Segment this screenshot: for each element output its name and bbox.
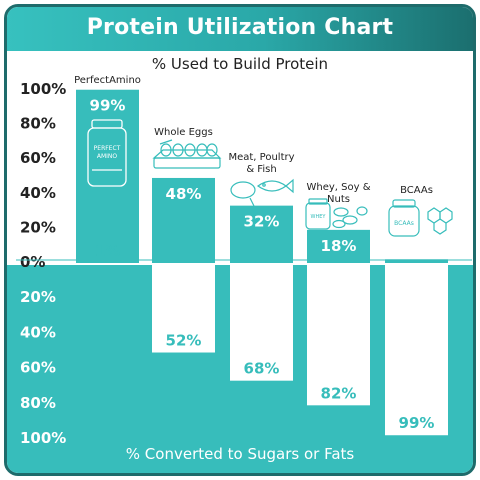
category-label: BCAAs bbox=[400, 185, 433, 196]
y-tick-down: 20% bbox=[20, 288, 56, 306]
chart-title: Protein Utilization Chart bbox=[86, 15, 394, 40]
category-label: Whole Eggs bbox=[154, 127, 213, 138]
y-tick-up: 0% bbox=[20, 253, 45, 271]
bar-used bbox=[307, 229, 370, 263]
bottle-icon-text: PERFECT bbox=[94, 145, 121, 152]
y-tick-up: 40% bbox=[20, 184, 56, 202]
bar-used-label: 18% bbox=[321, 237, 357, 255]
y-tick-down: 60% bbox=[20, 359, 56, 377]
y-tick-up: 80% bbox=[20, 115, 56, 133]
bottom-axis-caption: % Converted to Sugars or Fats bbox=[125, 445, 355, 463]
y-tick-down: 80% bbox=[20, 394, 56, 412]
whey-icon-label: WHEY bbox=[311, 214, 327, 220]
category-label: Meat, Poultry bbox=[228, 152, 294, 163]
bottle-icon-text: AMINO bbox=[97, 153, 118, 160]
category-label: Whey, Soy & bbox=[306, 182, 370, 193]
y-tick-up: 60% bbox=[20, 149, 56, 167]
category-label: Nuts bbox=[327, 194, 350, 205]
y-tick-down: 100% bbox=[20, 429, 66, 447]
bar-converted-label: 52% bbox=[166, 332, 202, 350]
category-label: PerfectAmino bbox=[74, 75, 141, 86]
nuts-icon: WHEY bbox=[305, 198, 368, 230]
bar-used-label: 99% bbox=[90, 97, 126, 115]
meat-fish-icon bbox=[230, 178, 294, 207]
bcaa-jar-icon: BCAAs bbox=[388, 199, 453, 237]
bar-used-label: 48% bbox=[166, 185, 202, 203]
bar-converted bbox=[152, 265, 215, 353]
bar-converted-label: 82% bbox=[321, 384, 357, 402]
bcaa-icon-label: BCAAs bbox=[394, 220, 414, 227]
bar-converted bbox=[307, 265, 370, 406]
bar-converted-label: 68% bbox=[244, 360, 280, 378]
y-tick-up: 100% bbox=[20, 80, 66, 98]
title-bar bbox=[7, 7, 473, 51]
top-axis-caption: % Used to Build Protein bbox=[151, 55, 329, 73]
egg-carton-icon bbox=[152, 139, 222, 169]
bar-used-label: 32% bbox=[244, 213, 280, 231]
bar-used bbox=[230, 205, 293, 263]
bar-used bbox=[385, 259, 448, 263]
bar-used bbox=[152, 177, 215, 263]
bar-used bbox=[76, 89, 139, 263]
bar-converted bbox=[230, 265, 293, 381]
y-tick-up: 20% bbox=[20, 218, 56, 236]
bar-used-label: 1% bbox=[404, 266, 429, 284]
y-tick-down: 40% bbox=[20, 323, 56, 341]
bar-converted bbox=[385, 265, 448, 436]
bar-converted-label: 1% bbox=[95, 242, 120, 260]
category-label: & Fish bbox=[246, 164, 276, 175]
bar-converted-label: 99% bbox=[399, 414, 435, 432]
